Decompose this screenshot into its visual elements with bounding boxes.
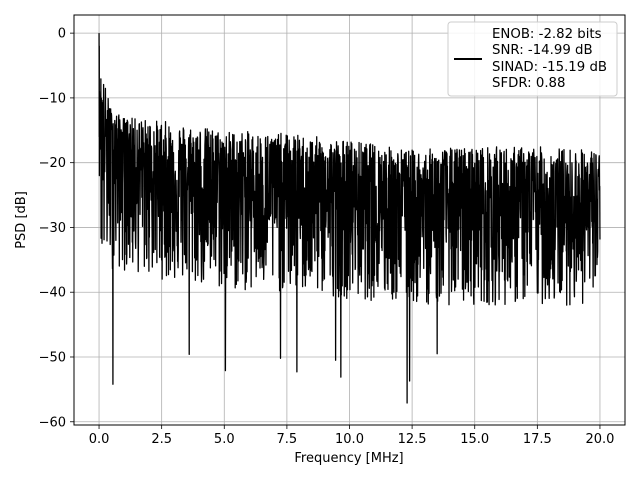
legend-line-snr: SNR: -14.99 dB — [492, 43, 593, 58]
y-tick-label: −60 — [39, 415, 66, 430]
legend-line-enob: ENOB: -2.82 bits — [492, 27, 602, 42]
x-tick-label: 7.5 — [277, 432, 298, 447]
x-tick-label: 20.0 — [585, 432, 614, 447]
legend-line-sinad: SINAD: -15.19 dB — [492, 60, 607, 75]
x-tick-label: 10.0 — [335, 432, 364, 447]
y-tick-label: 0 — [58, 27, 66, 42]
x-tick-label: 5.0 — [214, 432, 235, 447]
psd-series-line — [98, 33, 601, 404]
legend-line-sfdr: SFDR: 0.88 — [492, 76, 565, 91]
legend: ENOB: -2.82 bits SNR: -14.99 dB SINAD: -… — [447, 21, 618, 97]
y-tick-label: −40 — [39, 286, 66, 301]
x-axis-ticks: 0.0 2.5 5.0 7.5 10.0 12.5 15.0 17.5 20.0 — [89, 425, 614, 447]
y-axis-ticks: 0 −10 −20 −30 −40 −50 −60 — [39, 27, 74, 430]
y-tick-label: −50 — [39, 350, 66, 365]
plot-series — [98, 33, 601, 404]
x-tick-label: 2.5 — [151, 432, 172, 447]
x-tick-label: 12.5 — [398, 432, 427, 447]
y-axis-label: PSD [dB] — [14, 191, 29, 249]
y-tick-label: −30 — [39, 221, 66, 236]
y-tick-label: −10 — [39, 91, 66, 106]
x-axis-label: Frequency [MHz] — [294, 451, 403, 466]
x-tick-label: 0.0 — [89, 432, 110, 447]
x-tick-label: 15.0 — [460, 432, 489, 447]
legend-box — [447, 21, 618, 97]
y-tick-label: −20 — [39, 156, 66, 171]
x-tick-label: 17.5 — [523, 432, 552, 447]
